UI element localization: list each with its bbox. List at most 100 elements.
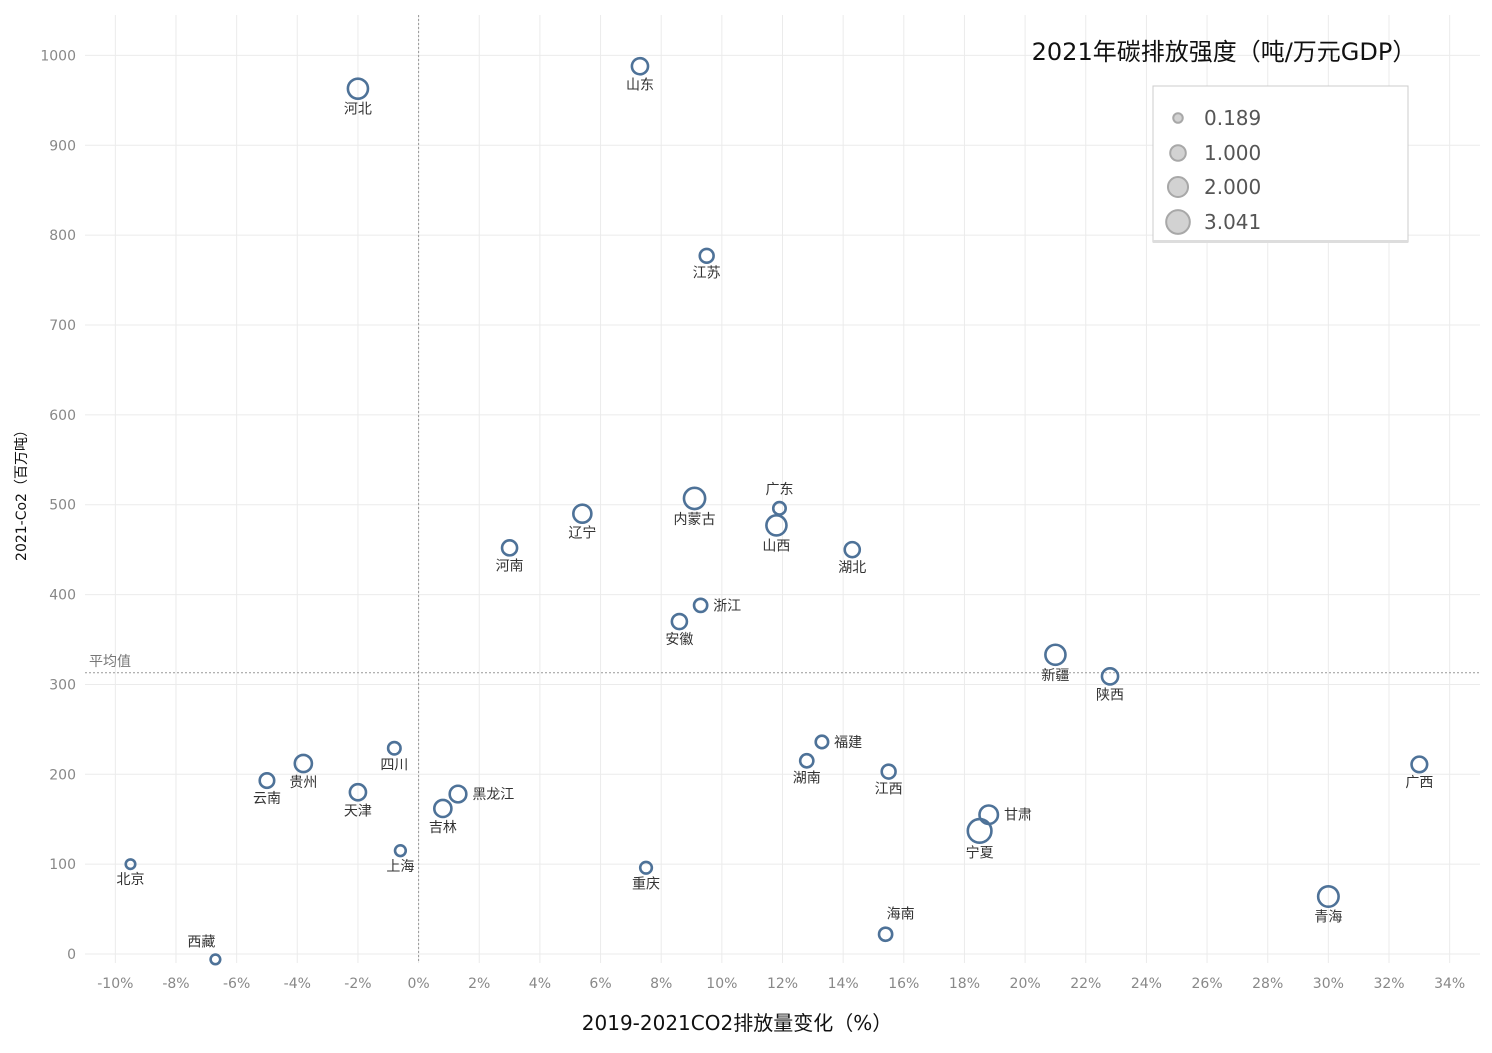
data-label: 江苏 [693, 266, 721, 282]
data-label: 黑龙江 [472, 787, 514, 803]
legend-size-label: 3.041 [1204, 210, 1261, 234]
x-tick-label: 12% [767, 976, 798, 992]
y-tick-label: 400 [49, 588, 76, 604]
x-tick-label: 16% [888, 976, 919, 992]
y-tick-label: 500 [49, 498, 76, 514]
legend-items: 0.189 1.000 2.000 3.041 [1165, 106, 1261, 235]
data-label: 云南 [253, 791, 281, 807]
data-point [771, 500, 787, 516]
data-points [124, 56, 1429, 966]
data-point [682, 486, 707, 511]
grid-lines [85, 15, 1480, 963]
data-label: 吉林 [429, 820, 457, 836]
legend-size-circle [1169, 144, 1187, 162]
x-tick-label: -2% [344, 976, 371, 992]
data-point [814, 734, 830, 750]
x-tick-label: 32% [1373, 976, 1404, 992]
y-tick-label: 0 [67, 947, 76, 963]
data-label: 辽宁 [568, 525, 596, 542]
data-label: 浙江 [713, 598, 741, 614]
x-tick-label: 20% [1010, 976, 1041, 992]
data-point [293, 753, 314, 774]
x-tick-label: 18% [949, 976, 980, 992]
reference-lines: 平均值 [85, 15, 1480, 963]
data-point [386, 740, 402, 756]
data-point [448, 784, 468, 804]
data-label: 山东 [626, 77, 654, 93]
data-label: 河北 [344, 102, 372, 118]
data-label: 四川 [380, 757, 408, 773]
legend-size-circle [1172, 112, 1184, 124]
data-label: 北京 [116, 872, 144, 888]
data-label: 广东 [765, 482, 793, 498]
data-point [638, 860, 654, 875]
x-axis-ticks: -10% -8% -6% -4% -2% 0% 2% 4% 6% 8% 10% 12% 14% 16% 18… [97, 976, 1465, 992]
x-tick-label: 24% [1131, 976, 1162, 992]
average-line-label: 平均值 [89, 654, 131, 670]
size-legend: 0.189 1.000 2.000 3.041 [1152, 85, 1409, 243]
data-point [258, 772, 276, 790]
x-axis-title: 2019-2021CO2排放量变化（%） [582, 1011, 892, 1035]
data-label: 安徽 [665, 632, 693, 648]
legend-box [1152, 85, 1409, 243]
x-tick-label: -8% [162, 976, 189, 992]
data-label: 山西 [762, 538, 790, 554]
data-label: 青海 [1314, 910, 1342, 926]
data-label: 福建 [834, 735, 862, 751]
data-point [209, 953, 222, 966]
data-label: 内蒙古 [674, 512, 716, 528]
data-label: 西藏 [187, 935, 215, 951]
y-tick-label: 1000 [40, 48, 76, 64]
x-tick-label: 22% [1070, 976, 1101, 992]
legend-size-label: 1.000 [1204, 141, 1261, 165]
data-point [1044, 643, 1067, 667]
data-label: 陕西 [1096, 687, 1124, 703]
data-point [877, 926, 894, 943]
legend-size-circle [1165, 209, 1191, 235]
data-label: 河南 [496, 558, 524, 574]
data-label: 重庆 [632, 877, 660, 893]
data-label: 湖北 [838, 560, 866, 576]
data-point [692, 597, 709, 614]
data-point [966, 817, 993, 845]
data-point [1100, 666, 1120, 686]
chart-title: 2021年碳排放强度（吨/万元GDP） [1032, 38, 1417, 66]
x-tick-label: 0% [407, 976, 429, 992]
x-tick-label: 14% [828, 976, 859, 992]
data-label: 海南 [887, 907, 915, 923]
legend-size-label: 0.189 [1204, 106, 1261, 130]
y-axis-ticks: 0 100 200 300 400 500 600 700 800 900 1000 [40, 48, 76, 963]
y-tick-label: 100 [49, 857, 76, 873]
data-point [978, 804, 1000, 826]
data-point [1316, 884, 1340, 909]
x-tick-label: 34% [1434, 976, 1465, 992]
data-label: 甘肃 [1004, 808, 1032, 824]
data-point [765, 514, 788, 537]
y-tick-label: 900 [49, 138, 76, 154]
data-label: 湖南 [793, 770, 821, 786]
data-label: 新疆 [1041, 668, 1069, 684]
y-tick-label: 700 [49, 318, 76, 334]
x-tick-label: 26% [1192, 976, 1223, 992]
data-point [348, 782, 368, 802]
x-tick-label: 4% [529, 976, 551, 992]
data-point [843, 540, 862, 559]
data-label: 上海 [386, 859, 414, 875]
data-point [572, 503, 593, 525]
data-point [432, 798, 453, 819]
x-tick-label: 10% [706, 976, 737, 992]
y-axis-title: 2021-Co2（百万吨） [14, 423, 30, 561]
y-tick-label: 600 [49, 408, 76, 424]
data-label: 贵州 [289, 775, 317, 791]
data-point [698, 247, 715, 265]
data-label: 江西 [875, 782, 903, 798]
data-point [880, 763, 897, 780]
data-point [670, 612, 689, 631]
y-tick-label: 300 [49, 677, 76, 693]
y-tick-label: 800 [49, 228, 76, 244]
data-label: 宁夏 [966, 845, 994, 862]
y-tick-label: 200 [49, 767, 76, 783]
data-point [630, 56, 650, 76]
